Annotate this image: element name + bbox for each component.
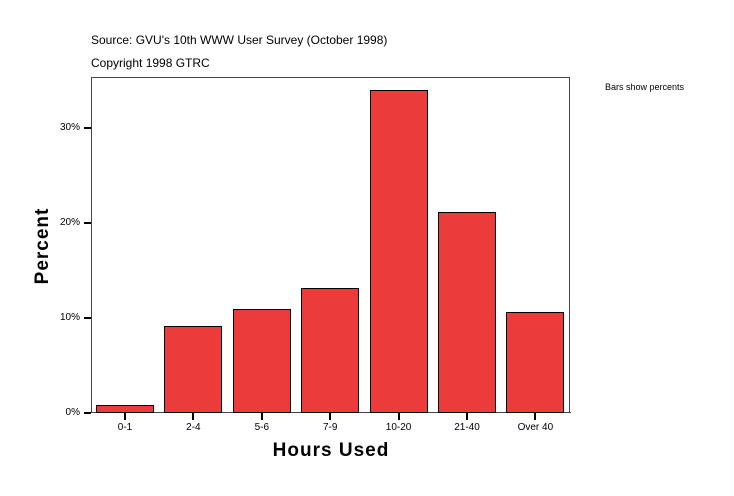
x-axis-title: Hours Used [272, 440, 390, 461]
x-tick-label: 0-1 [117, 422, 133, 433]
y-tick-label: 20% [59, 217, 80, 228]
x-tick [534, 413, 537, 420]
y-tick [84, 412, 91, 414]
x-tick-label: 21-40 [454, 422, 480, 433]
bar-0-1 [96, 405, 154, 413]
y-tick [84, 222, 91, 224]
x-tick-label: 7-9 [322, 422, 338, 433]
source-text: Source: GVU's 10th WWW User Survey (Octo… [91, 33, 388, 47]
x-tick-label: 2-4 [186, 422, 201, 433]
x-tick-label: 10-20 [385, 422, 412, 433]
bar-7-9 [301, 288, 360, 413]
x-tick-label: Over 40 [517, 422, 554, 433]
copyright-text: Copyright 1998 GTRC [91, 56, 210, 70]
x-tick [397, 413, 400, 420]
plot-frame [91, 77, 570, 413]
bar-2-4 [164, 326, 223, 413]
y-tick-label: 10% [59, 312, 80, 323]
x-tick [260, 413, 263, 420]
x-tick [124, 413, 126, 420]
bar-21-40 [438, 212, 496, 413]
bar-10-20 [369, 90, 428, 413]
y-tick [84, 317, 91, 319]
y-tick-label: 30% [59, 122, 80, 133]
x-tick [329, 413, 332, 420]
bar-5-6 [232, 309, 291, 413]
bar-over-40 [506, 312, 565, 413]
y-tick-label: 0% [65, 407, 80, 418]
y-axis-title: Percent [32, 207, 53, 285]
x-tick [192, 413, 195, 420]
bars-note: Bars show percents [605, 82, 685, 92]
y-tick [84, 127, 91, 129]
x-tick [466, 413, 468, 420]
x-tick-label: 5-6 [254, 422, 270, 433]
